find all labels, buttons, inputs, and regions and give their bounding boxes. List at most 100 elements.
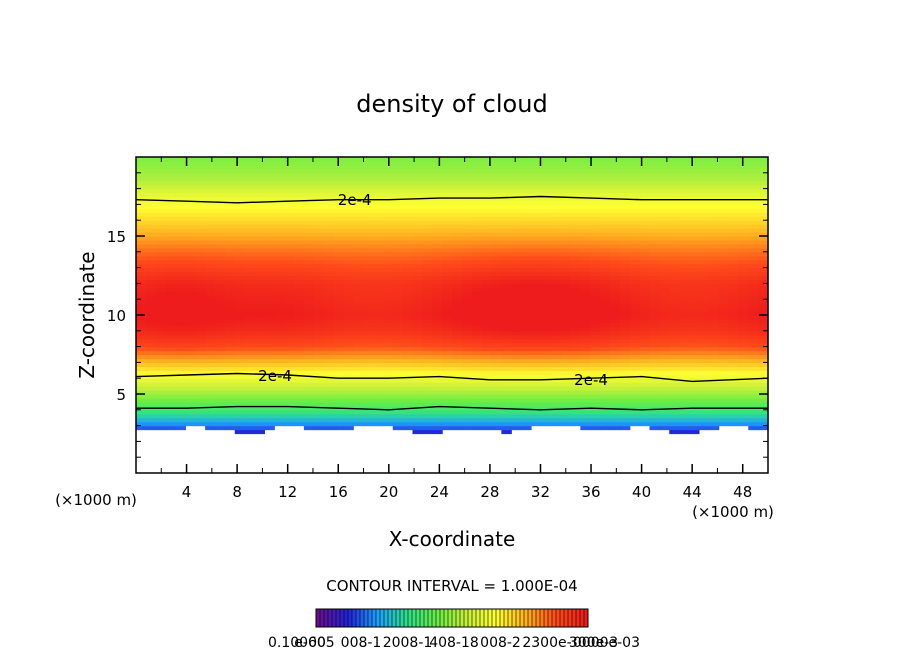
heatmap-cell <box>303 228 315 233</box>
heatmap-cell <box>136 350 147 356</box>
heatmap-cell <box>244 315 256 320</box>
heatmap-cell <box>481 164 493 170</box>
heatmap-cell <box>224 326 236 332</box>
heatmap-cell <box>471 330 483 336</box>
heatmap-cell <box>471 200 483 205</box>
heatmap-cell <box>540 188 552 194</box>
heatmap-cell <box>175 168 186 174</box>
heatmap-cell <box>303 413 315 419</box>
heatmap-cell <box>738 168 749 174</box>
heatmap-cell <box>254 176 265 182</box>
heatmap-cell <box>155 346 167 352</box>
heatmap-cell <box>600 346 611 352</box>
heatmap-cell <box>610 172 621 178</box>
colorbar-swatch <box>472 609 476 627</box>
heatmap-cell <box>639 184 651 190</box>
heatmap-cell <box>155 311 167 316</box>
heatmap-cell <box>422 394 433 399</box>
heatmap-cell <box>491 311 502 316</box>
heatmap-cell <box>363 275 374 281</box>
heatmap-cell <box>501 322 512 328</box>
heatmap-cell <box>471 263 483 269</box>
heatmap-cell <box>511 382 522 387</box>
heatmap-cell <box>234 168 246 174</box>
heatmap-cell <box>205 212 216 217</box>
heatmap-cell <box>738 346 749 352</box>
heatmap-cell <box>580 184 591 190</box>
heatmap-cell <box>491 212 502 217</box>
heatmap-cell <box>284 180 295 186</box>
heatmap-cell <box>402 409 414 415</box>
heatmap-cell <box>550 267 562 273</box>
heatmap-cell <box>629 232 641 237</box>
heatmap-cell <box>698 382 710 387</box>
heatmap-cell <box>501 397 512 403</box>
heatmap-cell <box>303 350 315 356</box>
heatmap-cell <box>343 275 354 281</box>
heatmap-cell <box>422 236 433 241</box>
heatmap-cell <box>412 358 423 363</box>
heatmap-cell <box>758 228 769 233</box>
heatmap-cell <box>254 307 265 312</box>
heatmap-cell <box>313 334 325 340</box>
heatmap-cell <box>215 275 226 281</box>
colorbar-tick-label: 0000e-03 <box>573 635 640 651</box>
heatmap-cell <box>511 232 522 237</box>
heatmap-cell <box>284 220 295 225</box>
heatmap-cell <box>205 417 216 423</box>
heatmap-cell <box>145 287 157 292</box>
heatmap-cell <box>195 184 206 190</box>
heatmap-cell <box>333 208 344 213</box>
heatmap-cell <box>333 315 344 320</box>
heatmap-cell <box>284 338 295 344</box>
heatmap-cell <box>264 220 275 225</box>
heatmap-cell <box>501 216 512 221</box>
heatmap-cell <box>649 204 660 209</box>
heatmap-cell <box>679 386 690 391</box>
heatmap-cell <box>422 176 433 182</box>
heatmap-cell <box>195 307 206 312</box>
x-tick-label: 40 <box>632 483 651 501</box>
heatmap-cell <box>610 247 621 253</box>
heatmap-cell <box>738 157 749 162</box>
heatmap-cell <box>511 263 522 269</box>
heatmap-cell <box>570 279 581 284</box>
heatmap-cell <box>205 394 216 399</box>
heatmap-cell <box>155 409 167 415</box>
heatmap-cell <box>590 358 601 363</box>
heatmap-cell <box>521 401 532 407</box>
heatmap-cell <box>274 168 285 174</box>
heatmap-cell <box>600 247 611 253</box>
heatmap-cell <box>234 370 246 375</box>
heatmap-cell <box>728 164 739 170</box>
heatmap-cell <box>303 362 315 367</box>
heatmap-cell <box>689 220 700 225</box>
heatmap-cell <box>333 263 344 269</box>
heatmap-cell <box>185 172 196 178</box>
heatmap-cell <box>165 200 177 205</box>
heatmap-cell <box>590 295 601 300</box>
heatmap-cell <box>649 409 660 415</box>
heatmap-cell <box>758 358 769 363</box>
heatmap-cell <box>758 401 769 407</box>
heatmap-cell <box>215 401 226 407</box>
heatmap-cell <box>748 346 759 352</box>
heatmap-cell <box>215 322 226 328</box>
heatmap-cell <box>175 413 186 419</box>
heatmap-cell <box>145 192 157 198</box>
heatmap-cell <box>136 224 147 229</box>
heatmap-cell <box>471 259 483 265</box>
heatmap-cell <box>540 318 552 324</box>
heatmap-cell <box>580 243 591 249</box>
heatmap-cell <box>215 346 226 352</box>
heatmap-cell <box>224 283 236 288</box>
heatmap-cell <box>205 251 216 257</box>
heatmap-cell <box>629 382 641 387</box>
heatmap-cell <box>758 350 769 356</box>
heatmap-cell <box>570 354 581 360</box>
heatmap-cell <box>373 243 384 249</box>
heatmap-cell <box>452 390 463 395</box>
heatmap-cell <box>550 160 562 166</box>
heatmap-cell <box>580 168 591 174</box>
heatmap-cell <box>600 236 611 241</box>
